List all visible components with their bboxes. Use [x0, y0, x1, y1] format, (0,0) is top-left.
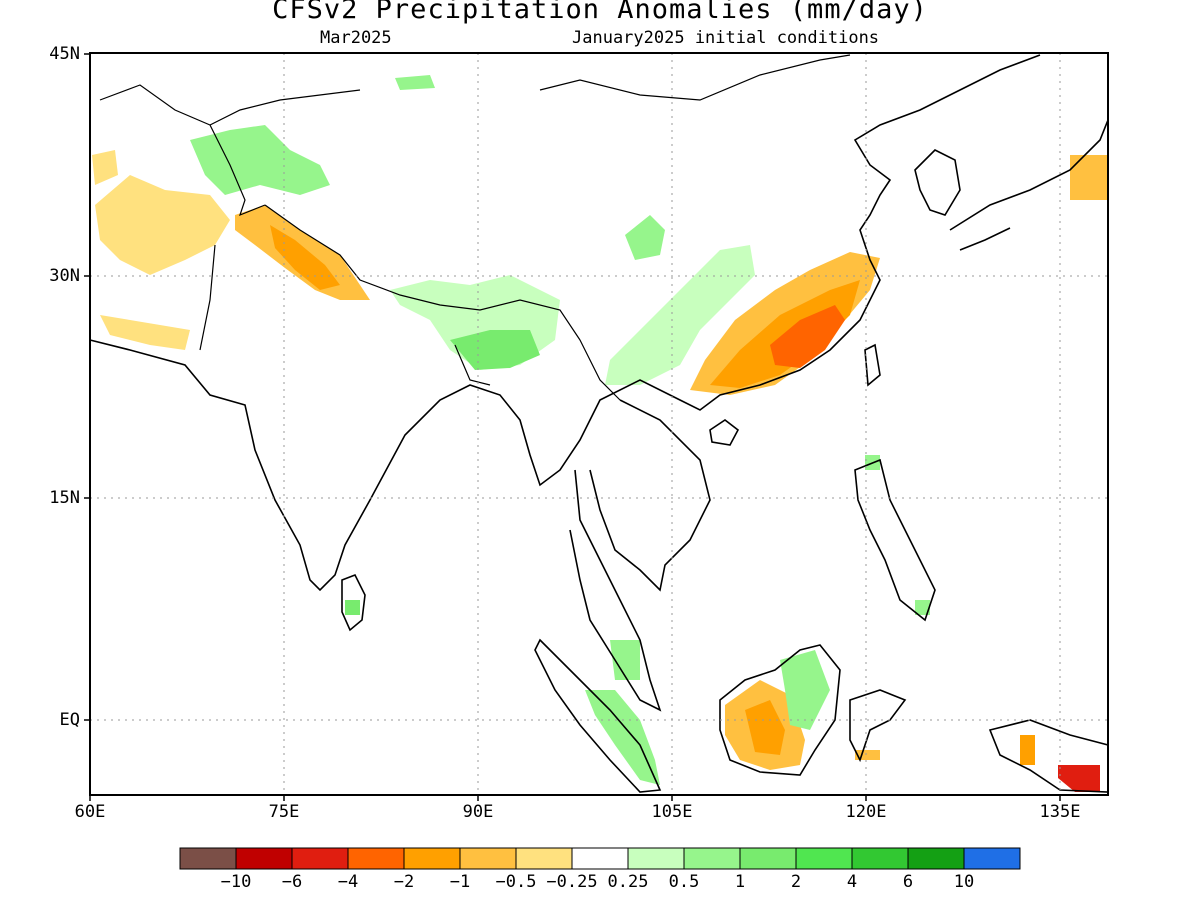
colorbar-swatch [963, 847, 1021, 870]
colorbar-swatch [683, 847, 741, 870]
colorbar-label: −6 [281, 872, 303, 892]
sulawesi [849, 689, 907, 763]
lon-label-105e: 105E [651, 802, 693, 822]
colorbar-swatch [347, 847, 405, 870]
lat-label-15n: 15N [49, 488, 80, 508]
colorbar-swatch [795, 847, 853, 870]
graticule [90, 53, 1108, 795]
south-china-wet-anomaly [605, 245, 755, 385]
malay-peninsula-coast [569, 469, 662, 712]
initial-conditions-label: January2025 initial conditions [572, 28, 880, 48]
colorbar-swatch [851, 847, 909, 870]
colorbar-label: 0.25 [607, 872, 649, 892]
lon-label-90e: 90E [462, 802, 494, 822]
lat-label-30n: 30N [49, 266, 80, 286]
sumatra [534, 638, 662, 793]
colorbar-label: −10 [220, 872, 252, 892]
colorbar-swatch [571, 847, 629, 870]
colorbar-label: −0.5 [495, 872, 537, 892]
lon-label-60e: 60E [74, 802, 106, 822]
taiwan [864, 343, 881, 387]
coastlines [89, 54, 1109, 793]
colorbar-label: 4 [846, 872, 858, 892]
korea [914, 149, 961, 216]
colorbar-swatch [627, 847, 685, 870]
colorbar-swatch [739, 847, 797, 870]
colorbar-swatch [179, 847, 237, 870]
colorbar-label: 6 [902, 872, 914, 892]
colorbar-label: 0.5 [668, 872, 700, 892]
colorbar-label: 2 [790, 872, 802, 892]
afghanistan-dry-anomaly [95, 175, 230, 275]
colorbar-label: −0.25 [546, 872, 598, 892]
sumatra-wet-anomaly [585, 690, 660, 785]
hainan [709, 419, 740, 446]
asia-mainland-coast [89, 54, 1041, 592]
colorbar-swatch [403, 847, 461, 870]
map-frame [89, 52, 1109, 796]
colorbar-swatch [907, 847, 965, 870]
lon-label-135e: 135E [1039, 802, 1081, 822]
borneo-wet-anomaly [780, 650, 830, 730]
colorbar-label: −1 [449, 872, 471, 892]
colorbar-swatch [235, 847, 293, 870]
colorbar [179, 847, 1021, 870]
sri-lanka [341, 573, 366, 632]
country-borders [99, 54, 851, 401]
colorbar-label: −4 [337, 872, 359, 892]
indochina-coast [589, 399, 711, 592]
colorbar-swatch [291, 847, 349, 870]
colorbar-label: 10 [953, 872, 975, 892]
anomaly-shading [92, 75, 1108, 792]
lat-label-45n: 45N [49, 44, 80, 64]
forecast-month: Mar2025 [320, 28, 392, 48]
philippines [854, 458, 936, 622]
colorbar-label: 1 [734, 872, 746, 892]
lon-label-120e: 120E [845, 802, 887, 822]
chart-title: CFSv2 Precipitation Anomalies (mm/day) [272, 0, 928, 25]
borneo [719, 644, 841, 776]
lat-label-eq: EQ [59, 710, 80, 730]
central-asia-wet-anomaly [190, 125, 330, 195]
new-guinea-dry-anomaly [1058, 765, 1100, 792]
japan [949, 119, 1109, 251]
colorbar-swatch [459, 847, 517, 870]
lon-label-75e: 75E [268, 802, 300, 822]
colorbar-swatch [515, 847, 573, 870]
colorbar-label: −2 [393, 872, 415, 892]
